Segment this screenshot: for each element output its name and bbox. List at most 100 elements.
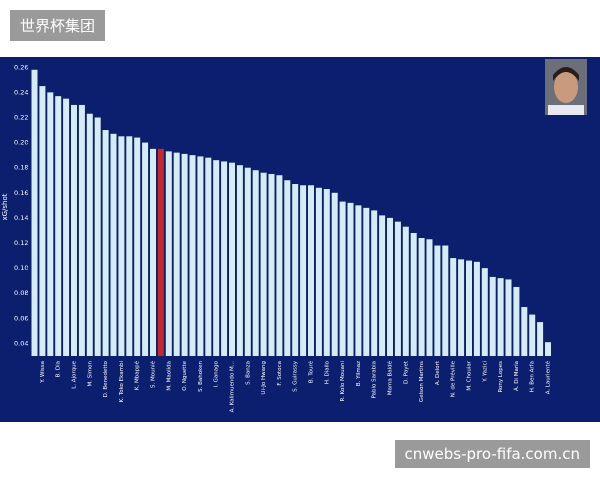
x-tick-label: S. Banza bbox=[245, 361, 251, 385]
x-tick-label: H. Diallo bbox=[324, 360, 330, 384]
bar bbox=[521, 307, 528, 356]
x-tick-label: D. Payet bbox=[403, 360, 409, 384]
bar bbox=[260, 172, 267, 356]
x-tick-label: K. Toko Ekambi bbox=[119, 361, 125, 403]
y-tick-label: 0.20 bbox=[14, 139, 28, 147]
bar bbox=[252, 170, 259, 356]
bar bbox=[529, 314, 536, 356]
y-tick-label: 0.24 bbox=[14, 88, 28, 96]
bar bbox=[181, 153, 188, 356]
bar bbox=[363, 207, 370, 356]
bar bbox=[102, 130, 109, 356]
bar bbox=[213, 160, 220, 356]
x-tick-label: B. Touré bbox=[308, 360, 315, 383]
x-tick-label: L. Ajorque bbox=[72, 360, 78, 388]
bar bbox=[347, 202, 354, 356]
bar bbox=[323, 189, 330, 356]
bar bbox=[300, 185, 307, 356]
x-tick-label: Pablo Sarabia bbox=[372, 361, 378, 398]
x-tick-label: H. Ben Arfa bbox=[530, 361, 536, 392]
bar bbox=[545, 342, 551, 356]
bar bbox=[197, 156, 204, 356]
x-tick-label: M. Simon bbox=[87, 361, 93, 387]
y-tick-label: 0.26 bbox=[14, 63, 28, 71]
bar bbox=[39, 86, 46, 356]
y-tick-label: 0.12 bbox=[14, 239, 28, 247]
y-tick-label: 0.04 bbox=[14, 339, 28, 347]
bar bbox=[221, 161, 228, 356]
y-tick-label: 0.08 bbox=[14, 289, 28, 297]
x-tick-label: S. Guirassy bbox=[293, 360, 299, 392]
bar bbox=[418, 238, 425, 356]
x-tick-label: Rony Lopes bbox=[498, 361, 504, 393]
bar bbox=[331, 192, 338, 356]
bar bbox=[497, 278, 504, 356]
bar bbox=[205, 157, 212, 356]
watermark: cnwebs-pro-fifa.com.cn bbox=[394, 440, 590, 468]
site-title: 世界杯集团 bbox=[10, 10, 106, 41]
bar bbox=[434, 245, 441, 356]
bar bbox=[513, 286, 520, 356]
bar bbox=[458, 259, 465, 356]
chart: xG/shot 0.04 0.06 0.08 0.10 0.12 0.14 0.16 0.18… bbox=[0, 57, 600, 422]
bar bbox=[489, 276, 496, 356]
bar bbox=[126, 136, 133, 356]
x-tick-label: O. Nguette bbox=[182, 360, 188, 390]
x-tick-label: B. Yilmaz bbox=[356, 361, 362, 386]
bar bbox=[308, 185, 314, 356]
x-tick-label: K. Mbappé bbox=[134, 360, 141, 390]
bar bbox=[276, 175, 283, 356]
bar bbox=[394, 221, 401, 356]
x-tick-label: Gelson Martins bbox=[419, 361, 425, 402]
x-tick-label: A. Kalimuendo M... bbox=[230, 361, 236, 413]
bar bbox=[402, 226, 409, 356]
y-axis-label: xG/shot bbox=[1, 193, 9, 220]
x-tick-label: R. Kolo Mouani bbox=[340, 361, 346, 402]
bar bbox=[31, 69, 38, 356]
x-tick-label: F. Sotoca bbox=[277, 361, 283, 386]
bar bbox=[481, 268, 488, 356]
x-tick-label: Y. Wissa bbox=[40, 361, 46, 384]
bar bbox=[94, 117, 101, 356]
bar bbox=[63, 98, 70, 356]
bar bbox=[379, 215, 386, 356]
bar bbox=[55, 96, 62, 357]
bar bbox=[268, 173, 275, 356]
x-tick-label: I. Ganago bbox=[214, 360, 220, 387]
x-tick-label: D. Benedetto bbox=[103, 360, 109, 397]
bar bbox=[505, 279, 512, 356]
x-tick-label: Y. Yazici bbox=[482, 361, 488, 383]
bar bbox=[410, 232, 417, 356]
y-tick-label: 0.10 bbox=[14, 264, 28, 272]
bar bbox=[244, 167, 251, 356]
x-tick-label: S. Bahoken bbox=[198, 360, 204, 391]
y-tick-label: 0.06 bbox=[14, 314, 28, 322]
bar bbox=[537, 322, 544, 356]
x-tick-label: N. de Préville bbox=[450, 360, 457, 397]
bar bbox=[315, 187, 322, 356]
bar bbox=[157, 148, 164, 356]
bar bbox=[71, 104, 77, 356]
x-tick-label: M. Chouiar bbox=[467, 360, 473, 390]
bar bbox=[86, 113, 93, 356]
x-tick-label: M. Maolida bbox=[166, 361, 172, 391]
bar bbox=[173, 152, 180, 356]
bar bbox=[236, 165, 243, 356]
bar bbox=[426, 239, 433, 356]
bar bbox=[78, 104, 85, 356]
bar bbox=[371, 210, 378, 356]
bar bbox=[284, 180, 291, 356]
bar bbox=[292, 184, 299, 356]
bar bbox=[150, 148, 156, 356]
bar bbox=[229, 162, 235, 356]
bar bbox=[110, 133, 117, 356]
y-tick-label: 0.22 bbox=[14, 113, 28, 121]
x-tick-label: Mama Baldé bbox=[387, 360, 394, 395]
bar bbox=[442, 245, 449, 356]
bar bbox=[165, 151, 172, 356]
bar bbox=[355, 205, 362, 356]
bar bbox=[142, 142, 149, 356]
bar bbox=[118, 136, 125, 356]
bar bbox=[134, 137, 141, 356]
bar bbox=[387, 217, 393, 356]
